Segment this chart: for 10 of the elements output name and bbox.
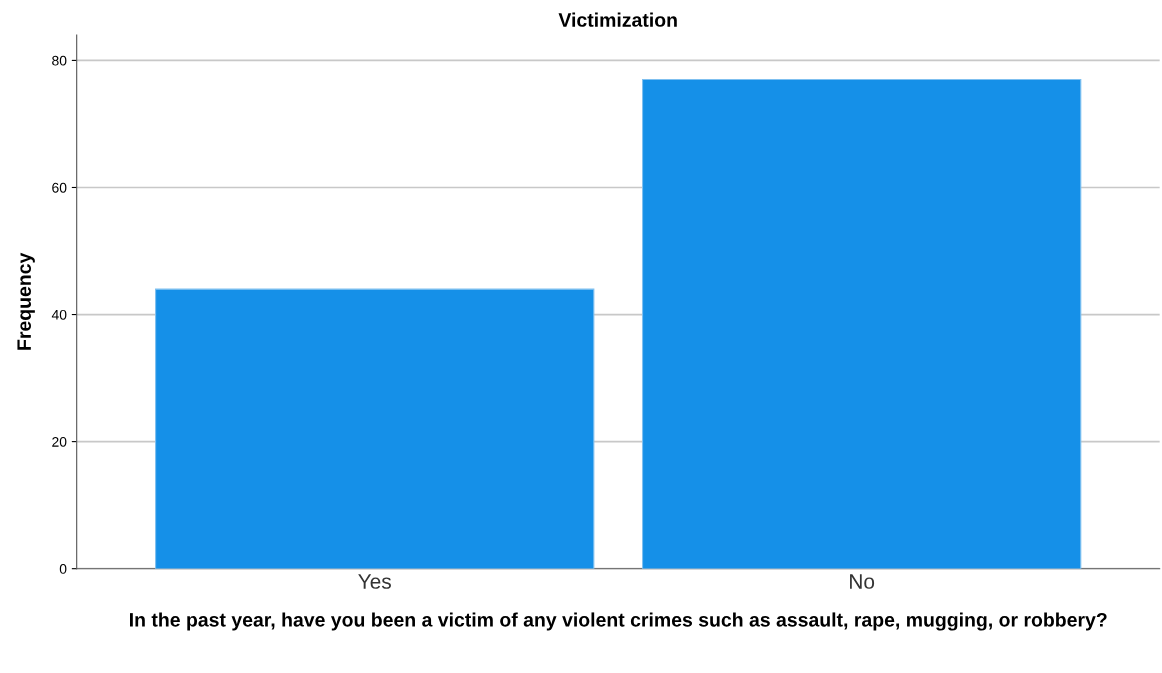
chart-title: Victimization <box>558 12 677 27</box>
x-tick-label: Yes <box>358 574 391 589</box>
y-tick-label: 60 <box>52 182 67 193</box>
x-axis-title: In the past year, have you been a victim of any violent crimes such as assault, rape, mugging, or robbery? <box>130 612 1107 631</box>
x-tick-label: No <box>850 574 875 589</box>
y-axis-title: Frequency <box>17 252 35 350</box>
y-tick-label: 40 <box>51 309 67 320</box>
y-tick-label: 0 <box>59 564 67 574</box>
y-tick-label: 80 <box>52 55 67 66</box>
y-tick-label: 20 <box>52 436 67 447</box>
